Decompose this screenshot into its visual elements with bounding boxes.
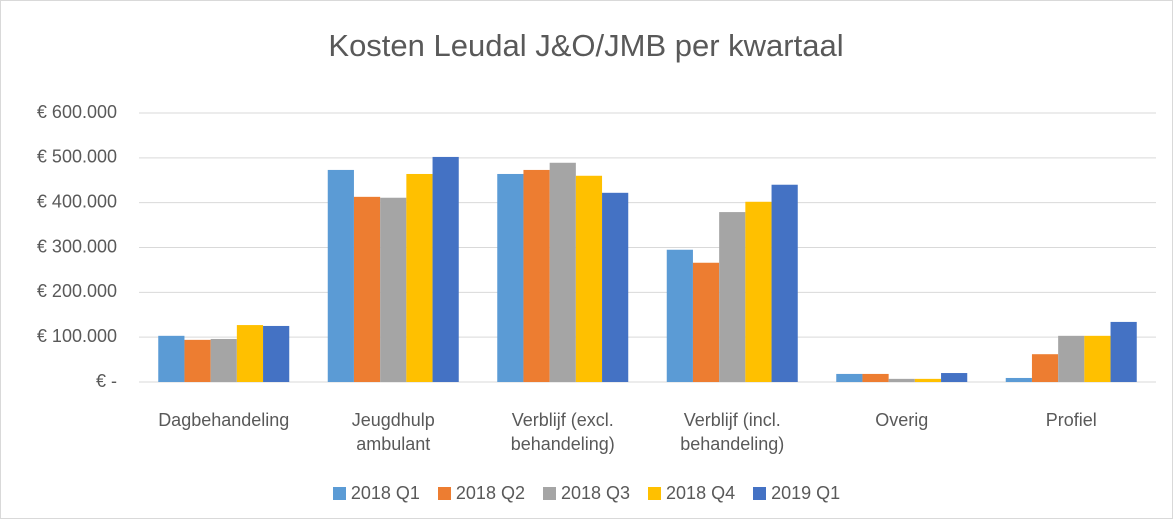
legend-label: 2018 Q2	[455, 483, 525, 503]
legend-item: 2019 Q1	[753, 483, 840, 504]
legend-item: 2018 Q3	[542, 483, 631, 504]
bar	[210, 338, 237, 382]
bar	[1031, 354, 1059, 382]
legend-label: 2019 Q1	[771, 483, 841, 503]
y-tick-label: € 400.000	[37, 191, 117, 211]
x-tick-label: Overig	[875, 410, 929, 430]
bar	[327, 169, 354, 382]
legend: 2018 Q1 2018 Q2 2018 Q3 2018 Q4 2019 Q1	[0, 483, 1173, 504]
y-tick-label: € 300.000	[37, 236, 117, 256]
bar	[692, 262, 720, 382]
bar	[575, 175, 603, 382]
legend-swatch	[648, 487, 662, 500]
bar	[1110, 321, 1137, 382]
y-tick-label: € 500.000	[37, 147, 117, 167]
legend-swatch	[332, 487, 346, 500]
x-tick-label: Verblijf (incl. behandeling)	[680, 410, 785, 454]
bar	[406, 173, 433, 382]
x-tick-label: Jeugdhulp ambulant	[351, 410, 435, 454]
legend-swatch	[753, 487, 767, 500]
bar	[263, 325, 290, 382]
legend-label: 2018 Q3	[560, 483, 631, 503]
bar	[184, 339, 211, 382]
bar	[666, 249, 693, 382]
bar	[1084, 335, 1111, 382]
bar	[602, 192, 629, 382]
bar	[771, 184, 798, 382]
y-tick-label: € 100.000	[37, 326, 117, 346]
bar	[236, 325, 264, 382]
bar	[836, 373, 863, 382]
legend-item: 2018 Q2	[437, 483, 525, 504]
legend-label: 2018 Q4	[666, 483, 736, 503]
bar	[1058, 335, 1085, 382]
bar	[432, 156, 459, 382]
bar	[158, 335, 185, 382]
legend-label: 2018 Q1	[350, 483, 420, 503]
bar	[523, 169, 550, 382]
bar	[862, 373, 889, 382]
legend-item: 2018 Q1	[332, 483, 420, 504]
bar	[719, 212, 746, 382]
bar	[549, 162, 576, 382]
y-tick-label: € 600.000	[37, 102, 117, 122]
y-tick-label: € -	[96, 371, 117, 391]
y-tick-label: € 200.000	[37, 281, 117, 301]
bar	[888, 378, 915, 382]
bar	[497, 173, 524, 382]
legend-item: 2018 Q4	[648, 483, 735, 504]
bar	[745, 201, 772, 382]
legend-swatch	[437, 487, 451, 500]
bar	[914, 378, 942, 382]
x-tick-label: Dagbehandeling	[158, 410, 290, 430]
legend-swatch	[542, 487, 556, 500]
bar	[941, 373, 968, 382]
bar	[353, 196, 381, 382]
bar	[380, 197, 407, 382]
bar	[1005, 377, 1032, 382]
x-tick-label: Verblijf (excl. behandeling)	[510, 410, 615, 454]
chart-title: Kosten Leudal J&O/JMB per kwartaal	[328, 28, 843, 63]
x-tick-label: Profiel	[1045, 410, 1097, 430]
